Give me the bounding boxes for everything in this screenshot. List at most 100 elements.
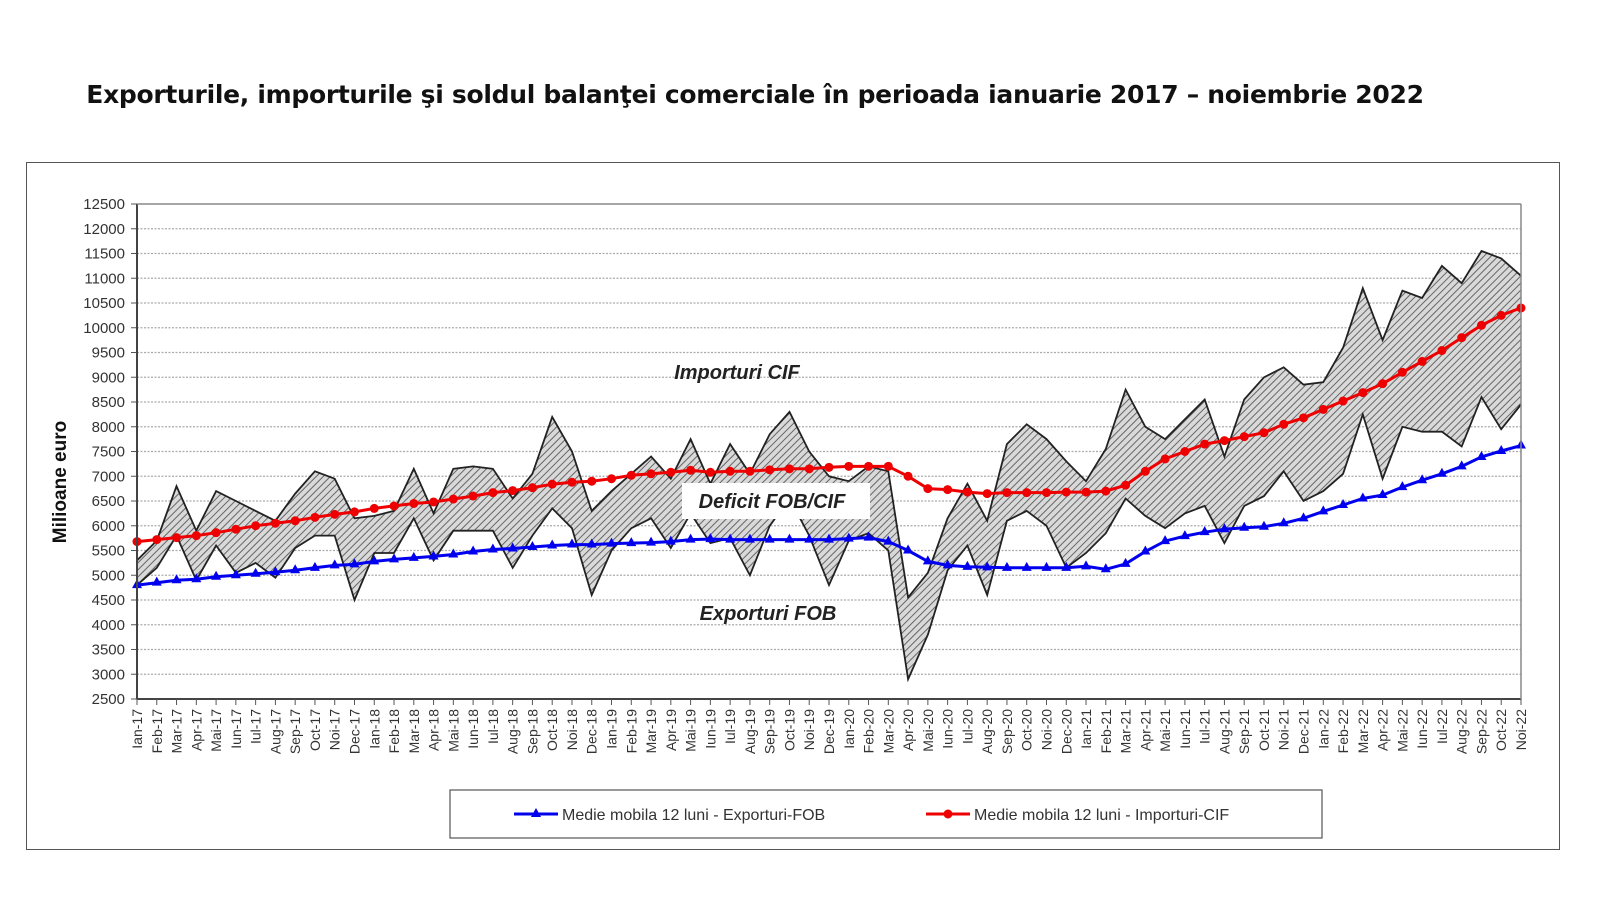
y-tick-label: 2500 (92, 691, 125, 708)
exports-ma-point (290, 564, 301, 574)
imports-ma-point (943, 485, 953, 495)
legend-item-exports: Medie mobila 12 luni - Exporturi-FOB (514, 807, 825, 824)
exports-ma-point (230, 569, 241, 579)
exports-ma-point (1456, 460, 1467, 470)
y-tick-label: 12500 (83, 196, 125, 213)
imports-ma-point (1121, 480, 1131, 490)
triangle-marker-icon (531, 808, 541, 817)
imports-ma-point (310, 512, 320, 522)
imports-ma-point (547, 479, 557, 489)
annotation-imports: Importuri CIF (674, 362, 800, 384)
exports-ma-point (191, 573, 202, 583)
x-tick-label: Dec-21 (1296, 709, 1312, 754)
exports-ma-point (349, 558, 360, 568)
x-tick-label: Mai-22 (1394, 709, 1410, 752)
imports-ma-point (1200, 439, 1210, 449)
exports-ma-point (1140, 545, 1151, 555)
imports-ma-point (725, 466, 735, 476)
exports-ma-point (1120, 557, 1131, 567)
x-tick-label: Iun-17 (228, 709, 244, 749)
x-tick-label: Ian-17 (129, 709, 145, 749)
x-tick-label: Noi-19 (801, 709, 817, 750)
exports-ma-point (1377, 489, 1388, 499)
imports-ma-point (804, 464, 814, 474)
x-tick-label: Iul-20 (959, 709, 975, 744)
imports-ma-point (1140, 466, 1150, 476)
exports-ma-point (665, 535, 676, 545)
x-tick-label: Aug-18 (505, 709, 521, 754)
x-tick-label: Iul-22 (1434, 709, 1450, 744)
x-tick-label: Dec-19 (821, 709, 837, 754)
y-tick-label: 6000 (92, 518, 125, 535)
x-tick-label: Sep-17 (287, 709, 303, 754)
exports-ma-point (1436, 467, 1447, 477)
y-tick-label: 9000 (92, 369, 125, 386)
x-tick-label: Sep-18 (524, 709, 540, 754)
exports-ma-point (586, 538, 597, 548)
y-tick-label: 11500 (84, 246, 125, 263)
x-tick-label: Dec-18 (584, 709, 600, 754)
imports-ma-point (883, 461, 893, 471)
exports-ma-point (1239, 521, 1250, 531)
x-axis-ticks: Ian-17 Feb-17 Mar-17 Apr-17 Mai-17 Iun-17 Iul-… (129, 699, 1529, 754)
exports-ma-point (1258, 520, 1269, 530)
chart-frame (26, 162, 1560, 850)
imports-ma-point (1378, 379, 1388, 389)
imports-ma-point (290, 516, 300, 526)
x-tick-label: Mai-19 (683, 709, 699, 752)
x-tick-label: Apr-19 (663, 709, 679, 751)
x-tick-label: Oct-20 (1019, 709, 1035, 751)
exports-ma-point (527, 541, 538, 551)
y-tick-label: 6500 (92, 493, 125, 510)
exports-ma-point (1278, 517, 1289, 527)
imports-ma-point (587, 476, 597, 486)
x-tick-label: Aug-22 (1454, 709, 1470, 754)
x-tick-label: Oct-18 (544, 709, 560, 751)
exports-ma-point (309, 561, 320, 571)
imports-ma-point (962, 487, 972, 497)
exports-ma-point (408, 551, 419, 561)
imports-ma-point (1160, 454, 1170, 464)
annotation-deficit: Deficit FOB/CIF (699, 491, 846, 513)
exports-ma-point (863, 531, 874, 541)
imports-ma-point (567, 477, 577, 487)
imports-ma-point (330, 509, 340, 519)
x-tick-label: Iul-18 (485, 709, 501, 744)
exports-ma-point (824, 533, 834, 543)
exports-ma-point (1357, 492, 1368, 502)
x-tick-label: Dec-20 (1058, 709, 1074, 754)
axes (136, 203, 1522, 700)
imports-ma-point (626, 470, 636, 480)
exports-ma-point (725, 533, 736, 543)
imports-ma-point (923, 484, 933, 494)
exports-ma-point (982, 561, 993, 571)
imports-ma-point (251, 521, 261, 531)
exports-ma-point (250, 567, 261, 577)
x-tick-label: Ian-21 (1078, 709, 1094, 749)
imports-ma-point (1299, 413, 1309, 423)
y-tick-label: 4000 (92, 617, 125, 634)
y-tick-label: 9500 (92, 345, 125, 362)
imports-ma-point (1081, 487, 1091, 497)
x-tick-label: Ian-22 (1315, 709, 1331, 749)
imports-ma-point (191, 531, 201, 541)
x-tick-label: Noi-22 (1513, 709, 1529, 750)
y-tick-label: 11000 (84, 270, 125, 287)
exports-ma-point (1298, 512, 1309, 522)
imports-ma-point (1219, 436, 1229, 446)
x-tick-label: Ian-19 (604, 709, 620, 749)
imports-ma-point (369, 503, 379, 513)
x-tick-label: Iul-17 (248, 709, 264, 744)
exports-ma-point (487, 543, 498, 553)
exports-ma-point (1041, 561, 1052, 571)
imports-ma-point (1476, 320, 1486, 330)
y-tick-label: 7000 (92, 468, 125, 485)
exports-ma-point (151, 576, 162, 586)
x-tick-label: Noi-20 (1038, 709, 1054, 750)
imports-ma-point (152, 535, 162, 545)
x-tick-label: Dec-17 (346, 709, 362, 754)
imports-ma-point (527, 483, 537, 493)
x-tick-label: Apr-18 (426, 709, 442, 751)
exports-ma-point (784, 533, 795, 543)
imports-ma-point (686, 465, 696, 475)
